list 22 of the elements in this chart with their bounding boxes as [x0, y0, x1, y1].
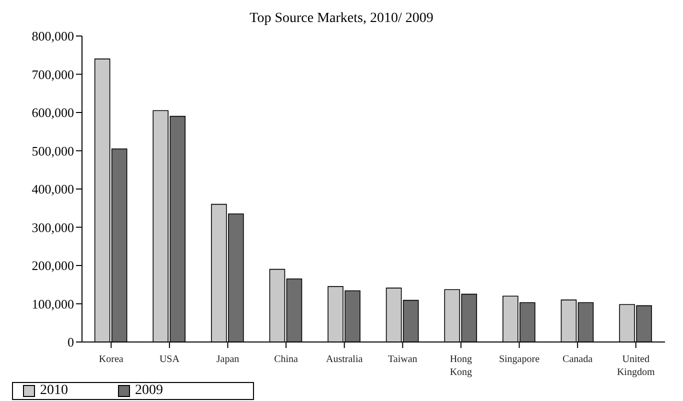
x-tick-label: Japan [216, 354, 240, 365]
x-tick-label: Hong Kong [450, 354, 472, 378]
x-tick-label: Taiwan [388, 354, 418, 365]
y-tick-label: 700,000 [32, 66, 74, 82]
y-tick-label: 600,000 [32, 105, 74, 120]
x-tick-label: China [274, 354, 299, 365]
x-tick-label: Korea [98, 354, 124, 365]
x-tick-label: Singapore [498, 354, 540, 365]
chart-title: Top Source Markets, 2010/ 2009 [248, 10, 434, 28]
x-tick-label: United Kingdom [616, 354, 655, 378]
x-tick-label: Canada [562, 354, 594, 365]
legend-label: 2009 [134, 383, 163, 399]
y-tick-label: 200,000 [32, 258, 74, 274]
y-tick-label: 800,000 [32, 28, 74, 44]
y-tick-label: 500,000 [32, 143, 74, 158]
y-tick-label: 300,000 [32, 220, 74, 235]
y-tick-label: 100,000 [32, 296, 74, 312]
y-tick-label: 0 [68, 334, 74, 350]
x-tick-label: USA [159, 354, 180, 365]
y-tick-label: 400,000 [32, 182, 74, 197]
x-tick-label: Australia [326, 354, 364, 365]
legend-label: 2010 [39, 383, 68, 399]
